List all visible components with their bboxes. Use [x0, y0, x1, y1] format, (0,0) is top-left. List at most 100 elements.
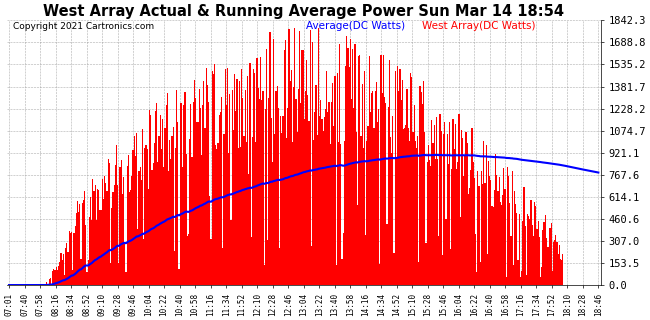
Bar [103, 198, 104, 285]
Title: West Array Actual & Running Average Power Sun Mar 14 18:54: West Array Actual & Running Average Powe… [43, 4, 564, 19]
Bar [213, 74, 214, 285]
Bar [482, 184, 483, 285]
Bar [49, 279, 50, 285]
Bar [142, 129, 143, 285]
Bar [196, 122, 198, 285]
Bar [484, 183, 486, 285]
Bar [231, 90, 233, 285]
Bar [519, 214, 520, 285]
Bar [81, 259, 82, 285]
Bar [528, 216, 529, 285]
Bar [333, 126, 334, 285]
Bar [244, 90, 246, 285]
Bar [307, 95, 308, 285]
Bar [497, 191, 499, 285]
Bar [99, 210, 101, 285]
Bar [78, 212, 79, 285]
Bar [94, 191, 95, 285]
Bar [527, 214, 528, 285]
Bar [337, 73, 338, 285]
Bar [374, 91, 376, 285]
Bar [393, 253, 395, 285]
Bar [386, 224, 387, 285]
Bar [160, 115, 161, 285]
Bar [137, 229, 138, 285]
Bar [107, 191, 108, 285]
Bar [304, 119, 305, 285]
Bar [70, 233, 71, 285]
Bar [296, 132, 298, 285]
Bar [47, 284, 49, 285]
Bar [289, 81, 291, 285]
Bar [138, 171, 140, 285]
Bar [287, 108, 289, 285]
Bar [465, 132, 467, 285]
Bar [273, 39, 274, 285]
Bar [149, 110, 150, 285]
Bar [179, 103, 181, 285]
Bar [166, 93, 168, 285]
Bar [53, 268, 55, 285]
Bar [278, 108, 279, 285]
Bar [69, 231, 70, 285]
Bar [194, 80, 195, 285]
Bar [470, 170, 471, 285]
Bar [315, 85, 317, 285]
Bar [263, 265, 265, 285]
Bar [422, 104, 423, 285]
Bar [480, 262, 481, 285]
Bar [121, 160, 122, 285]
Bar [52, 271, 53, 285]
Bar [116, 145, 117, 285]
Bar [240, 147, 241, 285]
Bar [124, 244, 125, 285]
Bar [555, 235, 556, 285]
Bar [317, 135, 318, 285]
Bar [366, 141, 367, 285]
Bar [254, 73, 255, 285]
Bar [98, 190, 99, 285]
Bar [367, 126, 369, 285]
Bar [294, 28, 295, 285]
Bar [222, 248, 224, 285]
Bar [515, 204, 516, 285]
Bar [91, 220, 92, 285]
Bar [499, 177, 500, 285]
Bar [250, 237, 252, 285]
Bar [92, 179, 94, 285]
Bar [530, 200, 532, 285]
Bar [413, 105, 415, 285]
Bar [55, 270, 56, 285]
Bar [218, 115, 220, 285]
Bar [146, 145, 147, 285]
Bar [455, 124, 456, 285]
Bar [400, 100, 402, 285]
Bar [347, 48, 348, 285]
Bar [438, 236, 439, 285]
Bar [395, 71, 396, 285]
Bar [305, 91, 306, 285]
Bar [265, 109, 266, 285]
Bar [330, 144, 331, 285]
Bar [489, 176, 490, 285]
Bar [354, 44, 356, 285]
Bar [96, 220, 97, 285]
Bar [506, 277, 507, 285]
Bar [338, 142, 339, 285]
Bar [101, 210, 102, 285]
Bar [118, 263, 120, 285]
Bar [456, 169, 457, 285]
Bar [390, 137, 391, 285]
Bar [170, 159, 172, 285]
Bar [549, 228, 551, 285]
Bar [560, 259, 561, 285]
Bar [486, 145, 487, 285]
Bar [104, 176, 105, 285]
Bar [551, 223, 552, 285]
Bar [114, 165, 116, 285]
Bar [441, 131, 442, 285]
Bar [461, 130, 462, 285]
Bar [432, 143, 434, 285]
Bar [123, 177, 124, 285]
Bar [385, 103, 386, 285]
